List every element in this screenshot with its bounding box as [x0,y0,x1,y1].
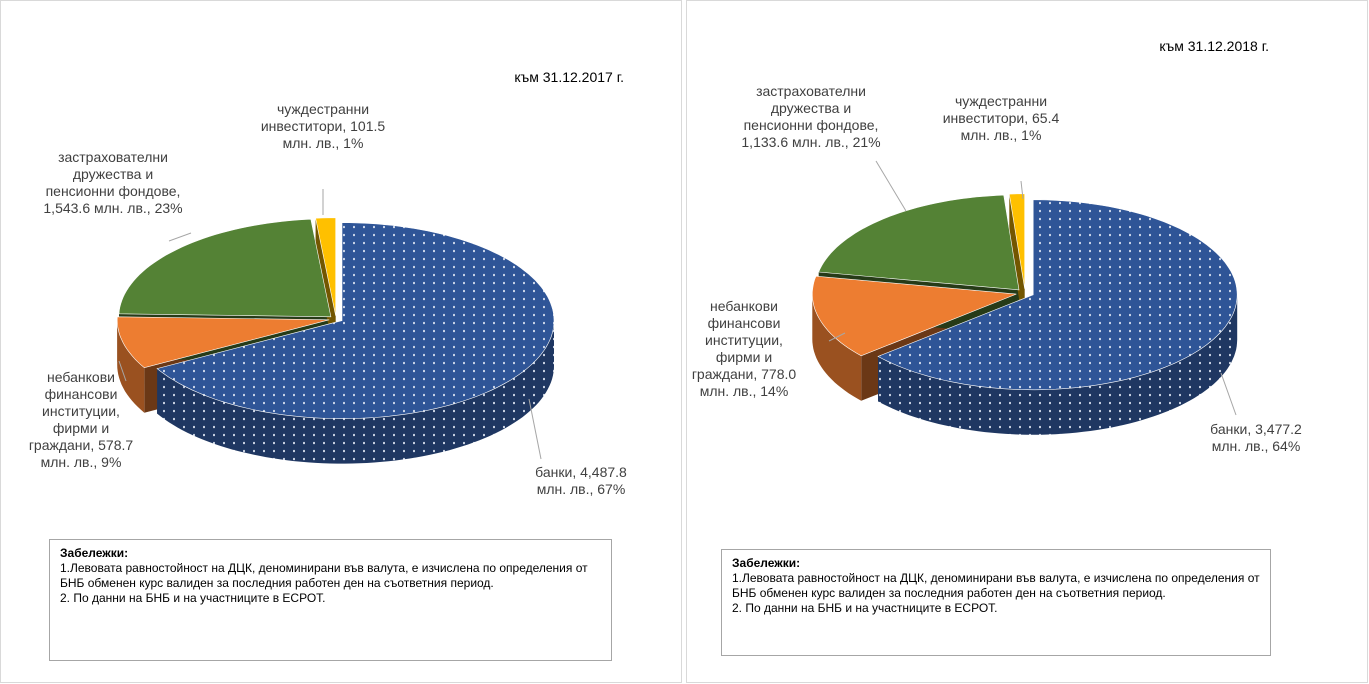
notes-box: Забележки: 1.Левовата равностойност на ДЦ… [49,539,612,661]
leader-line [1220,372,1237,416]
slice-top [156,222,555,419]
data-label: чуждестранни инвеститори, 65.4 млн. лв.,… [942,93,1060,143]
notes-line: 1.Левовата равностойност на ДЦК, деномин… [732,571,1260,600]
slice-top [1008,193,1025,289]
slice-top [116,316,330,369]
slice-top [812,275,1017,357]
data-label: небанкови финансови институции, фирми и … [28,369,134,470]
leader-line [828,332,846,342]
chart [116,189,555,464]
notes-title: Забележки: [60,546,129,560]
chart [812,160,1238,435]
leader-line [118,360,127,382]
data-label: банки, 4,487.8 млн. лв., 67% [535,464,627,497]
data-label: банки, 3,477.2 млн. лв., 64% [1210,421,1302,454]
notes-box: Забележки: 1.Левовата равностойност на ДЦ… [721,549,1271,656]
slice-top [818,194,1020,291]
slice-face [1009,194,1025,334]
leader-line [875,160,907,212]
leader-line [1020,180,1024,200]
slice-side [878,294,1238,435]
slice-side [117,319,145,413]
leader-line [528,398,542,460]
leader-line [168,232,192,242]
slice-side [812,294,862,401]
chart-title: към 31.12.2017 г. [514,69,624,85]
chart-panel: към 31.12.2018 г. банки, 3,477.2 млн. лв.… [686,0,1368,683]
slice-top [118,218,332,318]
data-label: небанкови финансови институции, фирми и … [691,298,797,399]
slice-side [157,320,554,464]
data-label: застрахователни дружества и пенсионни фо… [43,149,183,216]
data-label: чуждестранни инвеститори, 101.5 млн. лв.… [260,101,386,151]
data-label: застрахователни дружества и пенсионни фо… [741,83,881,150]
chart-panel: към 31.12.2017 г. банки, 4,487.8 млн. лв.… [0,0,682,683]
slice-top [877,199,1238,391]
slice-top [315,217,336,316]
notes-line: 2. По данни на БНБ и на участниците в ЕС… [732,601,998,615]
notes-line: 1.Левовата равностойност на ДЦК, деномин… [60,561,588,590]
notes-line: 2. По данни на БНБ и на участниците в ЕС… [60,591,326,605]
notes-title: Забележки: [732,556,801,570]
chart-title: към 31.12.2018 г. [1159,38,1269,54]
